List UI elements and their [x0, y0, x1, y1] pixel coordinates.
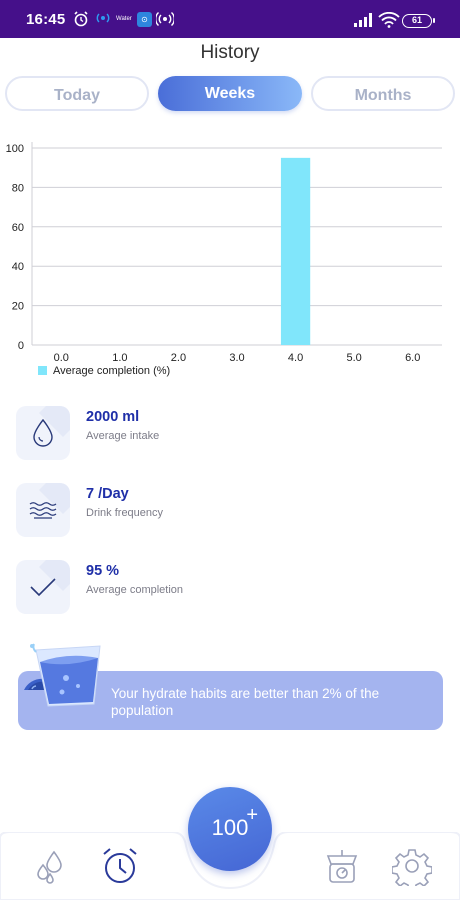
x-tick-label: 3.0	[229, 352, 244, 364]
hotspot-icon	[156, 11, 174, 27]
battery-indicator: 61	[402, 14, 435, 28]
tab-months[interactable]: Months	[311, 76, 455, 111]
add-water-button[interactable]: 100 +	[188, 787, 272, 871]
gear-icon[interactable]	[392, 846, 432, 886]
bottom-nav-bar	[0, 832, 460, 900]
waves-icon	[29, 502, 57, 519]
signal-broadcast-icon	[96, 13, 110, 23]
chart-bar	[280, 157, 311, 345]
y-tick-label: 60	[12, 222, 24, 234]
tab-weeks[interactable]: Weeks	[158, 76, 302, 111]
tab-today[interactable]: Today	[5, 76, 149, 111]
alarm-status-icon	[74, 11, 88, 27]
stat-label: Average intake	[86, 430, 160, 442]
x-tick-label: 4.0	[288, 352, 303, 364]
wifi-icon	[378, 12, 400, 28]
y-tick-label: 100	[6, 143, 24, 155]
stat-average-completion: 95 % Average completion	[0, 560, 460, 616]
stat-drink-frequency: 7 /Day Drink frequency	[0, 483, 460, 539]
x-tick-label: 1.0	[112, 352, 127, 364]
status-bar: 16:45 Water ⊙ 61	[0, 0, 460, 38]
x-tick-label: 2.0	[171, 352, 186, 364]
y-tick-label: 0	[18, 340, 24, 352]
water-drops-icon[interactable]	[30, 846, 70, 886]
banner-text: Your hydrate habits are better than 2% o…	[111, 686, 380, 718]
x-tick-label: 6.0	[405, 352, 420, 364]
plus-icon: +	[246, 804, 258, 826]
stat-average-intake: 2000 ml Average intake	[0, 406, 460, 462]
cell-signal-icon	[354, 13, 372, 27]
status-app-text: Water	[116, 16, 132, 22]
y-tick-label: 80	[12, 182, 24, 194]
x-tick-label: 0.0	[54, 352, 69, 364]
checkmark-icon	[30, 578, 56, 597]
stat-label: Drink frequency	[86, 507, 164, 519]
weight-scale-icon[interactable]	[322, 846, 362, 886]
y-tick-label: 40	[12, 261, 24, 273]
add-water-amount: 100	[211, 815, 249, 840]
stat-value: 2000 ml	[86, 409, 140, 425]
completion-bar-chart: 0 20 40 60 80 100 0.0 1.0 2.0 3.0 4.0 5.0 6.0 Average…	[6, 142, 442, 377]
alarm-clock-icon[interactable]	[100, 846, 140, 886]
stat-icon-box	[16, 560, 70, 614]
page-title: History	[200, 42, 260, 63]
legend-swatch	[38, 366, 47, 375]
stat-icon-box	[16, 406, 70, 460]
water-glass-illustration	[24, 643, 101, 707]
x-tick-label: 5.0	[346, 352, 361, 364]
stat-icon-box	[16, 483, 70, 537]
status-time: 16:45	[26, 11, 66, 28]
stat-label: Average completion	[86, 584, 184, 596]
app-notification-icon: ⊙	[137, 12, 152, 27]
water-drop-icon	[33, 418, 53, 447]
y-tick-label: 20	[12, 301, 24, 313]
stat-value: 95 %	[86, 563, 120, 579]
legend-label: Average completion (%)	[53, 365, 170, 377]
stat-value: 7 /Day	[86, 486, 129, 502]
